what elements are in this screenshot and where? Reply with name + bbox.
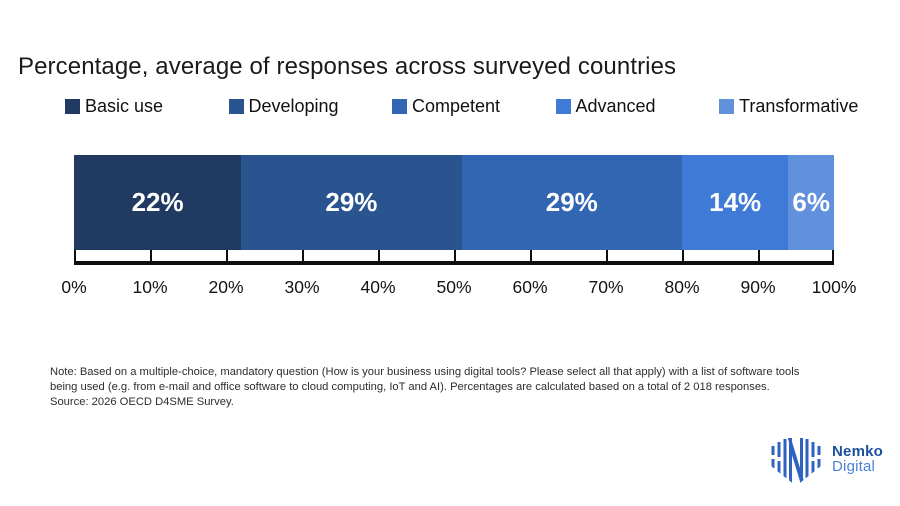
- bar-segment-transformative: 6%: [788, 155, 834, 250]
- logo-sub-text: Digital: [832, 458, 876, 475]
- axis-tick: [378, 250, 380, 265]
- note-line-1: Note: Based on a multiple-choice, mandat…: [50, 366, 800, 378]
- axis-tick-label: 40%: [360, 277, 396, 297]
- note-source: Source: 2026 OECD D4SME Survey.: [50, 396, 234, 408]
- nemko-logo: Nemko Digital: [769, 437, 883, 487]
- bar-segment-label: 22%: [131, 187, 184, 217]
- legend-item-transformative: Transformative: [719, 94, 883, 118]
- note-block: Note: Based on a multiple-choice, mandat…: [50, 365, 799, 410]
- axis-tick: [758, 250, 760, 265]
- axis-tick: [150, 250, 152, 265]
- legend-label: Competent: [412, 95, 501, 116]
- axis-tick: [606, 250, 608, 265]
- axis-tick: [454, 250, 456, 265]
- legend-swatch-icon: [228, 98, 244, 114]
- logo-text: Nemko Digital: [832, 444, 883, 474]
- axis-tick: [302, 250, 304, 265]
- logo-brand-text: Nemko: [832, 443, 884, 460]
- axis-tick-label: 90%: [740, 277, 776, 297]
- nemko-logo-icon: [771, 438, 821, 486]
- axis-tick-label: 10%: [132, 277, 168, 297]
- page-title: Percentage, average of responses across …: [18, 53, 677, 80]
- axis-tick: [74, 250, 76, 265]
- legend-swatch-icon: [555, 98, 571, 114]
- bar-segment-competent: 29%: [461, 155, 682, 250]
- legend-item-developing: Developing: [228, 94, 393, 118]
- axis-tick: [530, 250, 532, 265]
- axis-tick-label: 30%: [284, 277, 320, 297]
- axis-tick-label: 80%: [664, 277, 700, 297]
- axis-tick-label: 60%: [512, 277, 548, 297]
- axis-tick: [226, 250, 228, 265]
- bar-segment-advanced: 14%: [681, 155, 789, 250]
- bar-segment-developing: 29%: [241, 155, 462, 250]
- legend-item-competent: Competent: [392, 94, 556, 118]
- legend-item-basic-use: Basic use: [65, 94, 229, 118]
- axis-tick-label: 70%: [588, 277, 624, 297]
- legend: Basic use Developing Competent Advanced Tran…: [65, 94, 885, 118]
- legend-swatch-icon: [719, 98, 734, 114]
- axis-tick: [832, 250, 834, 265]
- legend-swatch-icon: [392, 98, 407, 114]
- axis-tick-label: 50%: [436, 277, 472, 297]
- axis-tick-label: 100%: [811, 277, 857, 297]
- axis-tick-label: 20%: [208, 277, 244, 297]
- legend-label: Advanced: [575, 95, 656, 116]
- axis-tick-label: 0%: [61, 277, 87, 297]
- bar-segment-label: 14%: [709, 187, 762, 217]
- bar-segment-label: 29%: [545, 187, 598, 217]
- axis-labels: 0% 10% 20% 30% 40% 50% 60% 70% 80% 90% 100%: [61, 277, 856, 298]
- bar-segment-basic-use: 22%: [74, 155, 242, 250]
- legend-label: Basic use: [85, 95, 164, 116]
- legend-swatch-icon: [65, 98, 80, 114]
- legend-label: Developing: [248, 95, 339, 116]
- stacked-bar: 22% 29% 29% 14% 6%: [74, 155, 834, 250]
- axis-ruler: [74, 250, 834, 265]
- legend-item-advanced: Advanced: [555, 94, 720, 118]
- note-line-2: being used (e.g. from e-mail and office …: [50, 381, 770, 393]
- legend-label: Transformative: [739, 95, 859, 116]
- bar-segment-label: 6%: [792, 187, 830, 217]
- bar-segment-label: 29%: [325, 187, 378, 217]
- axis-tick: [682, 250, 684, 265]
